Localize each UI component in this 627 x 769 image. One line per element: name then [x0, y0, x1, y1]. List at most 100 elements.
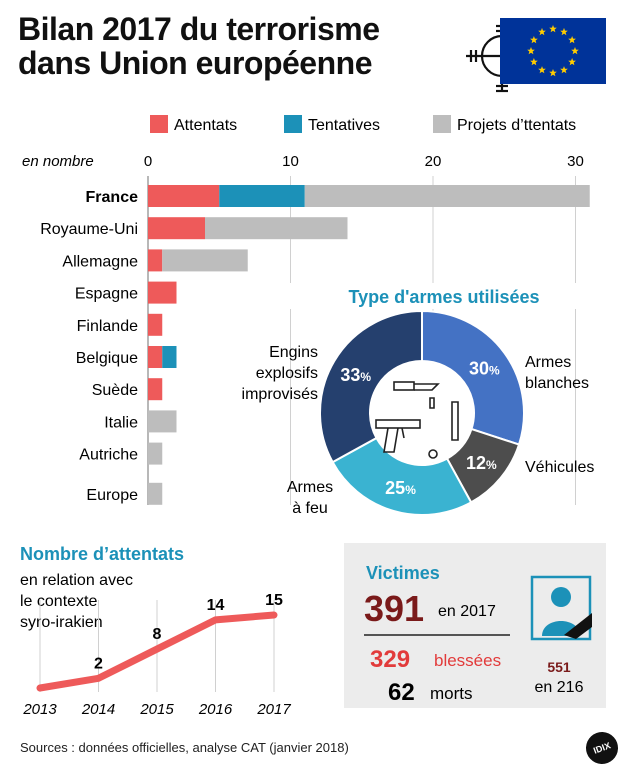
- donut-slice-armes-feu: [331, 436, 473, 516]
- victims-dead-label: morts: [430, 684, 473, 703]
- victims-compare-value: 551: [547, 659, 571, 675]
- category-label: Autriche: [79, 447, 138, 464]
- line-chart-title: Nombre d’attentats: [20, 544, 184, 564]
- eu-star: [530, 36, 538, 44]
- bar-attentats-espagne: [148, 281, 177, 304]
- line-subtitle-2: le contexte: [20, 593, 97, 610]
- category-label: Royaume-Uni: [40, 221, 138, 238]
- line-x-label: 2013: [22, 701, 57, 718]
- eu-star: [549, 25, 557, 33]
- legend-label-attentats: Attentats: [174, 117, 237, 134]
- bar-projets-d-ttentats-france: [304, 185, 590, 207]
- source-note: Sources : données officielles, analyse C…: [20, 740, 349, 755]
- line-value-label: 8: [153, 626, 162, 643]
- line-x-label: 2017: [256, 701, 291, 718]
- victims-title: Victimes: [366, 563, 440, 583]
- donut-chart: 30% 12% 25% 33%: [319, 309, 525, 516]
- donut-slice-engins-explosifs-improvis-s: [319, 309, 423, 464]
- donut-pct-label: 30%: [469, 359, 500, 379]
- eu-star: [571, 47, 579, 55]
- weapons-icon: [375, 381, 459, 459]
- legend-label-tentatives: Tentatives: [308, 117, 380, 134]
- victims-total-suffix: en 2017: [438, 603, 496, 620]
- category-label: Europe: [86, 487, 138, 504]
- eu-star: [568, 36, 576, 44]
- bar-projets-d-ttentats-royaume-uni: [205, 217, 348, 240]
- line-series: [36, 611, 278, 692]
- eu-star: [538, 27, 546, 36]
- bar-attentats-france: [148, 185, 220, 207]
- legend-swatch-tentatives: [284, 115, 302, 133]
- victims-injured: 329: [370, 646, 410, 673]
- donut-slice-armes-blanches: [421, 309, 525, 446]
- victims-dead: 62: [388, 679, 415, 706]
- bar-projets-d-ttentats-europe: [148, 482, 163, 505]
- category-label: Suède: [92, 382, 138, 399]
- donut-label-blanches-2: blanches: [525, 375, 589, 392]
- line-x-label: 2016: [198, 701, 233, 718]
- donut-label-blanches-1: Armes: [525, 354, 571, 371]
- bar-attentats-royaume-uni: [148, 217, 205, 240]
- legend-label-projets: Projets d’ttentats: [457, 117, 576, 134]
- bar-tentatives-france: [219, 185, 305, 207]
- bar-chart-bars: [148, 185, 590, 505]
- bar-attentats-finlande: [148, 313, 163, 336]
- eu-star: [530, 58, 538, 66]
- flag-illustration: [462, 12, 612, 104]
- category-label: Italie: [104, 414, 138, 431]
- category-label: France: [86, 189, 139, 206]
- donut-pct-label: 25%: [385, 478, 416, 498]
- bar-attentats-allemagne: [148, 249, 163, 272]
- victims-compare-label: en 216: [535, 679, 584, 696]
- line-value-label: 2: [94, 655, 103, 672]
- line-subtitle-3: syro-irakien: [20, 614, 103, 631]
- x-tick-label: 0: [144, 153, 152, 170]
- line-value-label: 15: [265, 592, 283, 609]
- eu-star: [527, 47, 535, 55]
- donut-title-bg: [265, 283, 617, 309]
- page-title: Bilan 2017 du terrorisme dans Union euro…: [18, 11, 380, 81]
- line-chart: 2013 2014 2015 2016 2017 2 8 14 15: [22, 592, 291, 718]
- x-tick-label: 20: [425, 153, 442, 170]
- donut-label-explosifs-3: improvisés: [242, 386, 318, 403]
- category-label: Allemagne: [62, 253, 138, 270]
- line-x-label: 2014: [81, 701, 115, 718]
- unit-label: en nombre: [22, 153, 94, 170]
- mourning-portrait-icon: [530, 575, 592, 641]
- donut-label-feu-2: à feu: [292, 500, 328, 517]
- donut-title: Type d'armes utilisées: [348, 287, 539, 307]
- category-label: Finlande: [77, 318, 138, 335]
- line-value-label: 14: [207, 597, 225, 614]
- bar-projets-d-ttentats-allemagne: [162, 249, 248, 272]
- bar-chart-categories: France Royaume-Uni Allemagne Espagne Finland…: [40, 189, 138, 504]
- eu-star: [560, 66, 568, 74]
- bar-tentatives-belgique: [162, 346, 177, 368]
- bar-projets-d-ttentats-autriche: [148, 442, 163, 465]
- bar-chart-ticks: 0 10 20 30: [144, 153, 584, 170]
- x-tick-label: 10: [282, 153, 299, 170]
- eu-star: [538, 66, 546, 74]
- donut-label-feu-1: Armes: [287, 479, 333, 496]
- category-label: Belgique: [76, 350, 138, 367]
- x-tick-label: 30: [567, 153, 584, 170]
- victims-total: 391: [364, 588, 424, 629]
- legend-swatch-attentats: [150, 115, 168, 133]
- chart-legend: Attentats Tentatives Projets d’ttentats: [150, 115, 576, 134]
- donut-label-explosifs-1: Engins: [269, 344, 318, 361]
- donut-pct-label: 33%: [340, 365, 371, 385]
- donut-label-explosifs-2: explosifs: [256, 365, 318, 382]
- bar-attentats-belgique: [148, 346, 163, 368]
- bar-attentats-su-de: [148, 378, 163, 401]
- legend-swatch-projets: [433, 115, 451, 133]
- eu-flag-icon: [500, 18, 606, 84]
- eu-star: [568, 58, 576, 66]
- donut-pct-label: 12%: [466, 453, 497, 473]
- eu-star: [560, 27, 568, 36]
- bar-projets-d-ttentats-italie: [148, 410, 177, 433]
- line-subtitle-1: en relation avec: [20, 572, 133, 589]
- victims-injured-label: blessées: [434, 651, 501, 670]
- line-x-label: 2015: [139, 701, 174, 718]
- donut-label-vehicules: Véhicules: [525, 459, 594, 476]
- victims-panel: Victimes 391 en 2017 329 blessées 62 mor…: [344, 543, 606, 708]
